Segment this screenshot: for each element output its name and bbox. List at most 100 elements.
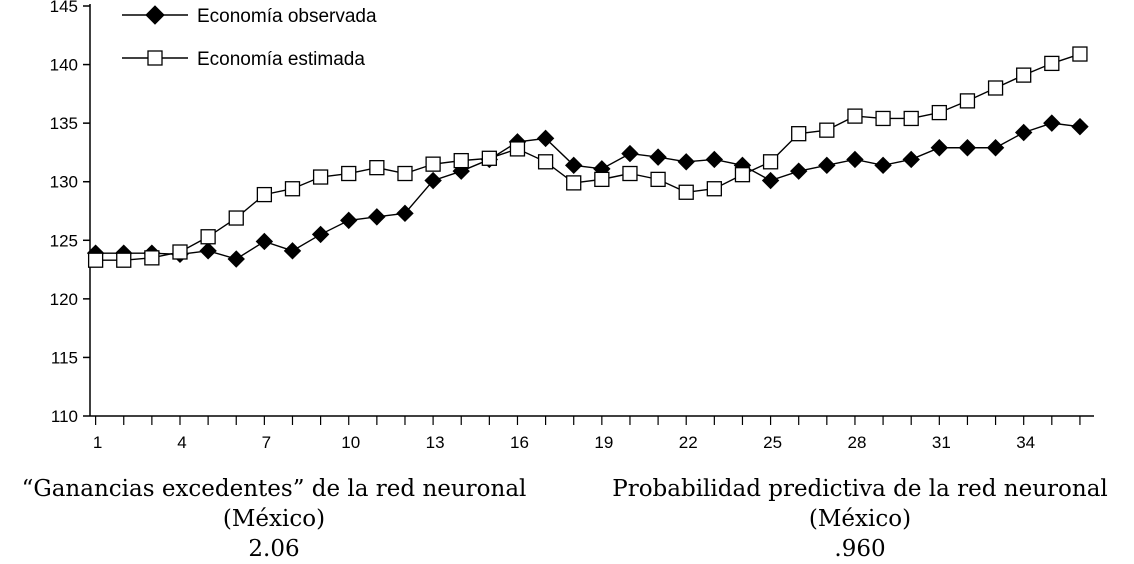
data-point-estimada (284, 181, 301, 197)
data-point-observada (255, 232, 274, 251)
data-point-estimada (341, 165, 357, 182)
data-point-observada (368, 208, 386, 226)
x-tick-label: 31 (932, 433, 951, 452)
legend-label: Economía observada (197, 6, 377, 27)
legend: Economía observada Economía estimada (122, 5, 377, 70)
legend-marker-diamond (145, 5, 165, 25)
caption-right-title: Probabilidad predictiva de la red neuron… (612, 476, 1108, 502)
data-point-observada (621, 144, 639, 163)
data-point-estimada (453, 152, 469, 169)
data-point-observada (424, 171, 442, 190)
data-point-estimada (172, 244, 188, 260)
data-point-observada (340, 211, 358, 230)
data-point-estimada (903, 110, 919, 127)
y-tick-label: 120 (50, 290, 78, 309)
x-tick-label: 34 (1016, 433, 1035, 452)
x-tick-label: 28 (847, 433, 866, 452)
data-point-estimada (650, 171, 666, 188)
data-point-estimada (622, 165, 638, 182)
data-point-estimada (312, 169, 329, 185)
x-tick-label: 22 (679, 433, 698, 452)
data-point-estimada (762, 154, 779, 170)
data-point-observada (930, 139, 949, 157)
data-point-observada (283, 242, 302, 260)
x-tick-label: 19 (594, 433, 613, 452)
data-point-estimada (509, 141, 526, 157)
legend-item-observada: Economía observada (122, 5, 377, 27)
data-point-estimada (791, 126, 807, 142)
caption-left-title: “Ganancias excedentes” de la red neurona… (21, 476, 527, 502)
y-tick-label: 115 (51, 348, 78, 367)
data-point-estimada (987, 80, 1004, 96)
data-point-observada (649, 148, 667, 166)
x-tick-label: 7 (262, 433, 271, 452)
y-tick-label: 135 (50, 114, 78, 133)
data-point-observada (311, 225, 330, 244)
x-tick-label: 16 (510, 433, 529, 452)
data-point-estimada (594, 171, 610, 188)
data-point-estimada (1072, 46, 1088, 62)
x-tick-label: 13 (426, 433, 445, 452)
data-point-estimada (566, 175, 582, 191)
data-point-observada (565, 156, 583, 175)
data-point-estimada (819, 122, 835, 138)
series-estimada (87, 46, 1088, 268)
series-line-estimada (95, 53, 1081, 261)
data-point-estimada (1016, 67, 1032, 83)
data-point-observada (1071, 117, 1089, 136)
data-point-observada (1043, 114, 1061, 132)
data-point-observada (958, 139, 977, 157)
y-tick-label: 145 (50, 0, 78, 16)
y-axis: 110 115 120 125 130 135 140 145 (50, 0, 91, 426)
legend-label: Economía estimada (197, 49, 365, 70)
data-point-observada (199, 242, 217, 260)
data-point-estimada (200, 229, 216, 245)
caption-left-country: (México) (222, 506, 326, 532)
data-point-observada (789, 162, 808, 180)
data-point-estimada (1044, 55, 1060, 72)
x-tick-label: 4 (177, 433, 186, 452)
data-point-estimada (425, 156, 441, 172)
legend-marker-square (147, 50, 163, 66)
series-layer (86, 46, 1089, 268)
x-tick-label: 1 (93, 433, 102, 452)
data-point-estimada (481, 150, 498, 166)
caption-right-value: .960 (834, 536, 886, 562)
x-axis: 1 4 7 10 13 16 19 22 25 28 31 34 (90, 415, 1094, 452)
caption-right-country: (México) (808, 506, 912, 532)
y-tick-label: 125 (50, 231, 78, 250)
data-point-observada (536, 129, 555, 148)
data-point-estimada (369, 160, 385, 176)
data-point-observada (986, 139, 1005, 157)
data-point-observada (227, 250, 245, 268)
data-point-estimada (875, 110, 891, 127)
data-point-observada (874, 156, 892, 175)
data-point-estimada (678, 184, 694, 200)
data-point-estimada (931, 104, 947, 121)
data-point-estimada (847, 108, 863, 124)
data-point-estimada (116, 252, 132, 268)
data-point-estimada (734, 167, 751, 183)
caption-left: “Ganancias excedentes” de la red neurona… (0, 474, 548, 564)
data-point-estimada (228, 210, 244, 226)
series-observada (86, 114, 1089, 268)
data-point-observada (761, 171, 780, 190)
data-point-observada (846, 150, 864, 169)
legend-item-estimada: Economía estimada (122, 49, 365, 70)
caption-left-value: 2.06 (248, 536, 300, 562)
data-point-estimada (706, 181, 722, 197)
caption-right: Probabilidad predictiva de la red neuron… (586, 474, 1134, 564)
y-tick-label: 130 (50, 173, 78, 192)
line-chart: 110 115 120 125 130 135 140 145 1 4 7 10 13 16 19 22 25… (50, 0, 1094, 452)
data-point-observada (1014, 123, 1033, 142)
data-point-estimada (537, 154, 554, 170)
data-point-observada (705, 150, 724, 169)
data-point-estimada (87, 252, 104, 268)
data-point-estimada (256, 186, 273, 203)
data-point-estimada (397, 165, 413, 182)
data-point-estimada (144, 250, 160, 266)
series-line-observada (95, 122, 1081, 260)
data-point-observada (396, 204, 414, 223)
x-tick-label: 25 (763, 433, 782, 452)
y-tick-label: 110 (51, 407, 78, 426)
